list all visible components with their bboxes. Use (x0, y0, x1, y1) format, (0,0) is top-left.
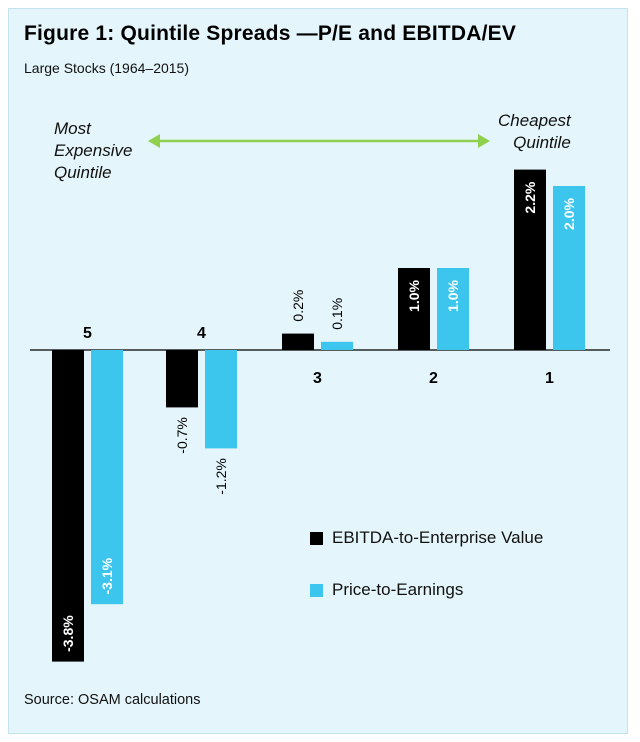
most-expensive-annotation: Most Expensive Quintile (54, 118, 132, 184)
annotation-line: Cheapest (498, 111, 571, 130)
chart-subtitle: Large Stocks (1964–2015) (24, 60, 189, 76)
bar-pe (553, 186, 585, 350)
value-label: 1.0% (406, 279, 422, 311)
legend-item-pe: Price-to-Earnings (310, 580, 463, 600)
cheapest-annotation: Cheapest Quintile (498, 110, 571, 154)
bar-ebitda (398, 268, 430, 350)
annotation-line: Expensive (54, 141, 133, 160)
legend-swatch-pe (310, 583, 323, 597)
legend-swatch-ebitda (310, 531, 323, 545)
bar-ebitda (166, 350, 198, 408)
bar-pe (205, 350, 237, 449)
source-note: Source: OSAM calculations (24, 692, 201, 708)
chart-title: Figure 1: Quintile Spreads —P/E and EBIT… (24, 22, 517, 45)
value-label: 0.1% (329, 298, 345, 330)
legend-item-ebitda: EBITDA-to-Enterprise Value (310, 528, 543, 548)
range-arrow-right-head (478, 134, 490, 148)
value-label: 0.2% (290, 290, 306, 322)
annotation-line: Quintile (54, 163, 112, 182)
value-label: -1.2% (213, 458, 229, 495)
value-label: 1.0% (445, 279, 461, 311)
category-label: 1 (545, 370, 554, 387)
legend-label-ebitda: EBITDA-to-Enterprise Value (332, 528, 544, 547)
bar-pe (437, 268, 469, 350)
category-label: 4 (197, 325, 206, 342)
bar-ebitda (514, 169, 546, 350)
value-label: 2.2% (522, 181, 538, 213)
bar-ebitda (282, 333, 314, 350)
annotation-line: Quintile (513, 133, 571, 152)
legend-label-pe: Price-to-Earnings (332, 580, 464, 599)
value-label: -3.8% (60, 615, 76, 652)
category-label: 2 (429, 370, 438, 387)
bar-pe (321, 341, 353, 350)
category-label: 5 (83, 325, 92, 342)
bar-pe (91, 350, 123, 605)
range-arrow-left-head (148, 134, 160, 148)
category-label: 3 (313, 370, 322, 387)
annotation-line: Most (54, 119, 91, 138)
value-label: -3.1% (99, 557, 115, 594)
bar-ebitda (52, 350, 84, 662)
value-label: -0.7% (174, 417, 190, 454)
value-label: 2.0% (561, 197, 577, 229)
